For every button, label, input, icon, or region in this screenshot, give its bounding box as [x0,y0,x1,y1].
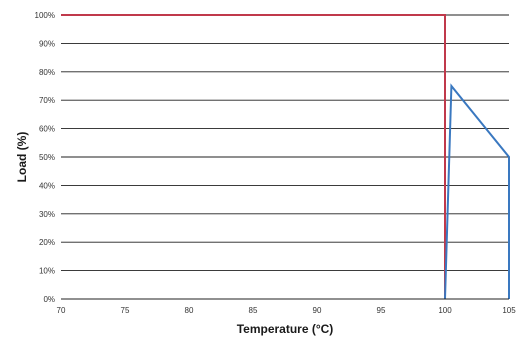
y-tick-labels: 0% 10% 20% 30% 40% 50% 60% 70% 80% 90% 100% [35,11,55,304]
x-tick-label: 105 [502,306,516,315]
y-tick-label: 100% [35,11,55,20]
x-tick-label: 70 [57,306,66,315]
y-tick-label: 60% [39,125,55,134]
y-tick-label: 50% [39,153,55,162]
grid-lines [61,14,509,272]
x-tick-label: 85 [249,306,258,315]
y-tick-label: 80% [39,68,55,77]
y-tick-label: 70% [39,96,55,105]
x-tick-label: 75 [121,306,130,315]
x-axis-title: Temperature (°C) [237,322,334,336]
x-tick-label: 100 [438,306,452,315]
x-tick-label: 95 [377,306,386,315]
series-line-1 [61,14,446,299]
x-tick-labels: 70 75 80 85 90 95 100 105 [57,306,517,315]
x-tick-label: 90 [313,306,322,315]
y-tick-label: 10% [39,267,55,276]
y-tick-label: 30% [39,210,55,219]
y-tick-label: 20% [39,238,55,247]
y-axis-title: Load (%) [15,132,29,183]
x-tick-label: 80 [185,306,194,315]
y-tick-label: 40% [39,181,55,190]
series-line-2 [444,83,510,300]
y-tick-label: 90% [39,39,55,48]
y-tick-label: 0% [43,295,55,304]
series-group [61,14,510,300]
